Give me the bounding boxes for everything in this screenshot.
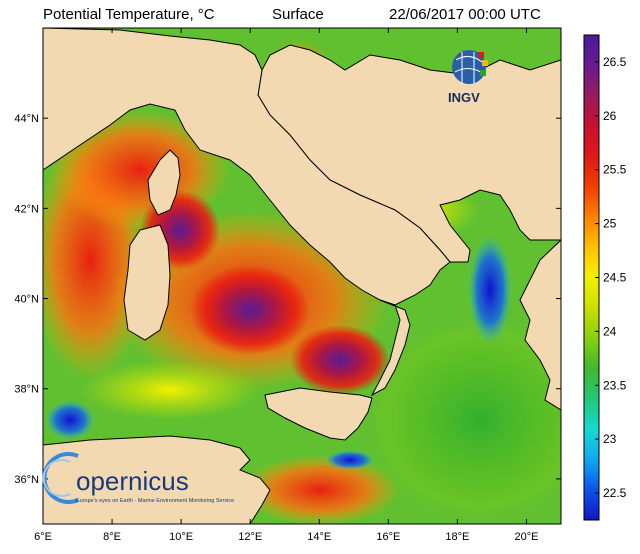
sst-algeria-cold: [45, 400, 95, 440]
land-north-africa: [43, 435, 271, 524]
land-calabria: [370, 299, 411, 397]
lon-tick-label: 8°E: [103, 531, 121, 543]
sst-south-sardinia: [80, 360, 260, 420]
depth-label: Surface: [272, 6, 324, 23]
lat-tick-label: 44°N: [14, 113, 39, 125]
land-corsica: [147, 149, 181, 216]
colorbar-label: 26: [603, 109, 617, 123]
lat-tick-label: 38°N: [14, 384, 39, 396]
sst-tyrrhenian-core: [190, 265, 310, 355]
colorbar-label: 25: [603, 217, 617, 231]
sst-malta: [240, 455, 400, 524]
copernicus-logo: opernicus Europe's eyes on Earth · Marin…: [42, 452, 234, 504]
lat-tick-label: 42°N: [14, 203, 39, 215]
colorbar: 26.5 26 25.5 25 24.5 24 23.5 23 22.5: [583, 34, 627, 521]
sst-otranto-cold: [468, 235, 512, 345]
copernicus-logo-text: opernicus: [76, 466, 189, 496]
sst-sicily-north: [290, 325, 390, 395]
lon-tick-label: 6°E: [34, 531, 52, 543]
lat-tick-label: 36°N: [14, 474, 39, 486]
land-italy-north: [43, 28, 451, 306]
colorbar-label: 23: [603, 432, 617, 446]
colorbar-label: 24: [603, 324, 617, 338]
land: [43, 28, 561, 524]
lon-tick-label: 10°E: [169, 531, 193, 543]
land-greece: [519, 239, 561, 411]
land-sicily: [264, 387, 373, 441]
colorbar-label: 26.5: [603, 55, 627, 69]
copernicus-tagline: Europe's eyes on Earth · Marine Environm…: [76, 498, 234, 504]
sst-ionian-east: [370, 320, 561, 520]
lon-tick-label: 12°E: [238, 531, 262, 543]
map-frame: [42, 27, 562, 525]
variable-title: Potential Temperature, °C: [43, 6, 215, 23]
sst-sicily-channel-cold: [325, 450, 375, 470]
temperature-map: [43, 28, 561, 524]
ingv-logo: INGV: [448, 50, 488, 105]
lon-tick-label: 18°E: [445, 531, 469, 543]
lon-ticks: 6°E 8°E 10°E 12°E 14°E 16°E 18°E 20°E: [34, 28, 538, 543]
colorbar-labels: 26.5 26 25.5 25 24.5 24 23.5 23 22.5: [595, 55, 627, 500]
colorbar-label: 24.5: [603, 271, 627, 285]
land-sardinia: [123, 224, 171, 341]
lon-tick-label: 20°E: [514, 531, 538, 543]
colorbar-label: 25.5: [603, 163, 627, 177]
colorbar-label: 23.5: [603, 378, 627, 392]
colorbar-label: 22.5: [603, 486, 627, 500]
datetime-label: 22/06/2017 00:00 UTC: [389, 6, 541, 23]
lon-tick-label: 14°E: [307, 531, 331, 543]
ingv-logo-text: INGV: [448, 90, 480, 105]
ingv-globe-icon: [452, 50, 486, 84]
lon-tick-label: 16°E: [376, 531, 400, 543]
lat-ticks: 36°N 38°N 40°N 42°N 44°N: [14, 113, 561, 486]
lat-tick-label: 40°N: [14, 294, 39, 306]
